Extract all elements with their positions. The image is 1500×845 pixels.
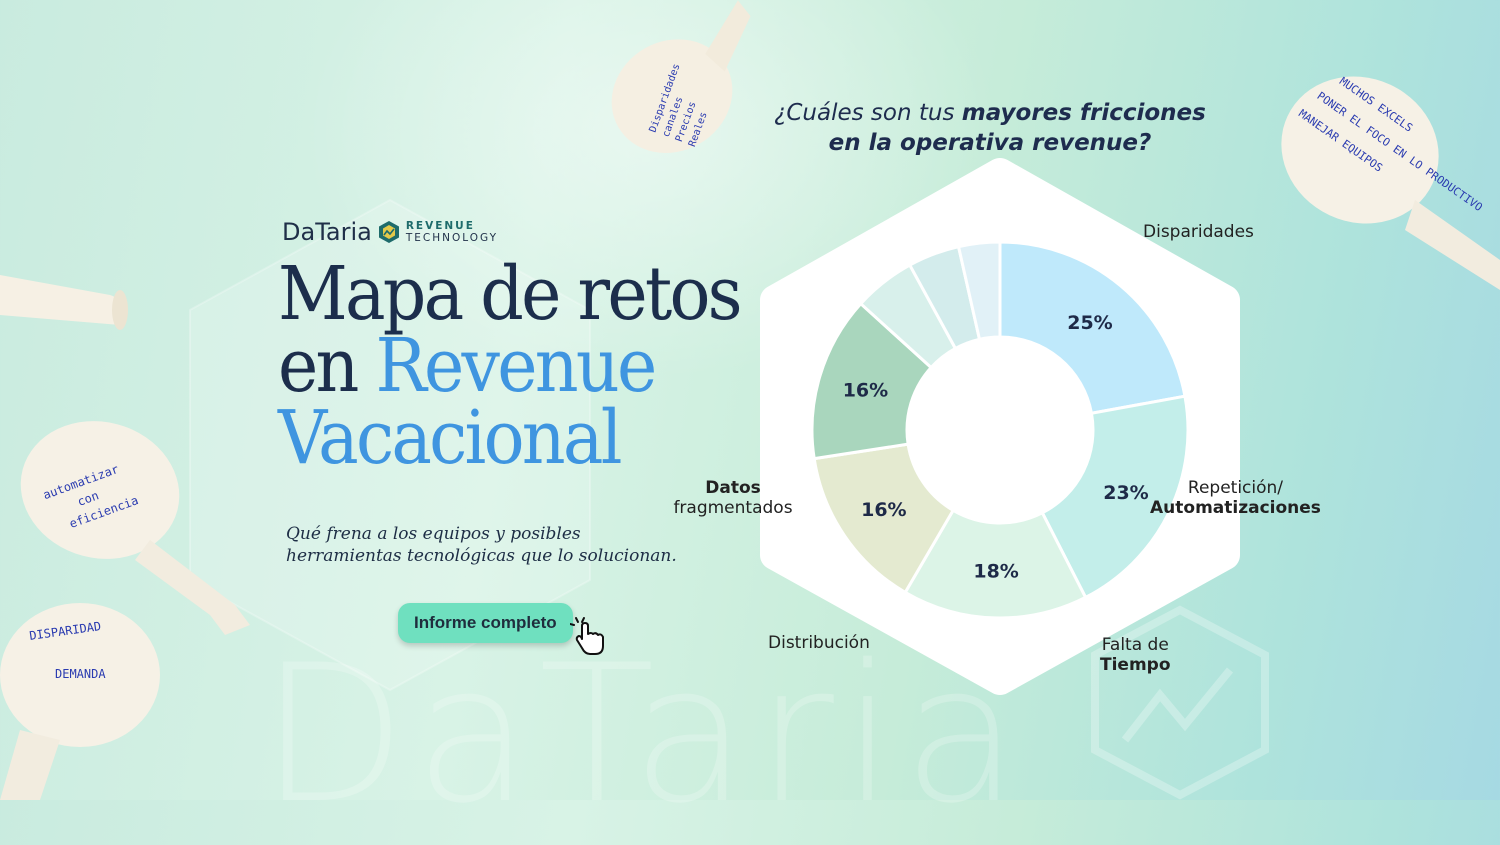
chart-data-labels: 25% 23% 18% 16% 16%: [843, 312, 1149, 582]
balloon-top-center: Disparidades canales Precios Reales: [611, 0, 751, 153]
pointer-cursor-icon: [570, 617, 604, 655]
balloon-left-mid: automatizar con eficiencia: [20, 421, 250, 635]
label-disparidades: Disparidades: [1143, 222, 1254, 242]
slice-value-label: 16%: [843, 380, 888, 402]
title-line-3: Vacacional: [278, 395, 622, 481]
donut-hole: [907, 337, 1093, 523]
decorative-hexagon: [189, 199, 591, 691]
slice-value-label: 18%: [973, 560, 1018, 582]
balloon-note: DEMANDA: [55, 667, 106, 681]
donut-chart: 25% 23% 18% 16% 16%: [812, 242, 1188, 618]
watermark-hex-icon: [1091, 605, 1269, 800]
hex-logo-icon: [378, 221, 399, 243]
slice-value-label: 25%: [1067, 312, 1112, 334]
label-repeticion: Repetición/ Automatizaciones: [1150, 478, 1321, 518]
page-title: Mapa de retos en Revenue Vacacional: [278, 251, 743, 481]
brand-logo: DaTaria REVENUE TECHNOLOGY: [282, 218, 498, 246]
brand-watermark: DaTaria: [260, 624, 1028, 845]
slice-value-label: 23%: [1103, 482, 1148, 504]
full-report-button[interactable]: Informe completo: [398, 603, 573, 643]
product-name: REVENUE TECHNOLOGY: [405, 220, 498, 244]
label-datos-fragmentados: Datos fragmentados: [673, 478, 793, 518]
slice-value-label: 16%: [861, 499, 906, 521]
balloon-left-top: [0, 275, 128, 330]
brand-name: DaTaria: [282, 218, 372, 246]
title-line-2: en Revenue: [278, 323, 657, 409]
subtitle: Qué frena a los equipos y posibles herra…: [286, 524, 677, 566]
balloon-top-right: MUCHOS EXCELS PONER EL FOCO EN LO PRODUC…: [1281, 75, 1500, 290]
label-falta-tiempo: Falta de Tiempo: [1100, 635, 1171, 675]
title-line-1: Mapa de retos: [278, 251, 743, 337]
chart-question: ¿Cuáles son tus mayores fricciones en la…: [774, 100, 1206, 156]
label-distribucion: Distribución: [768, 633, 870, 653]
balloon-note: con: [75, 488, 100, 509]
balloon-left-bottom: DISPARIDAD DEMANDA: [0, 603, 160, 800]
